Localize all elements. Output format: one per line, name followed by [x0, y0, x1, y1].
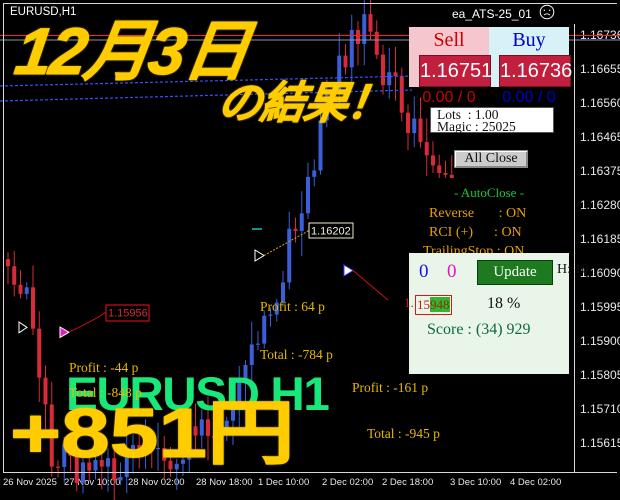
svg-text:1.16202: 1.16202 — [311, 226, 351, 238]
svg-text:1.15956: 1.15956 — [108, 308, 148, 320]
